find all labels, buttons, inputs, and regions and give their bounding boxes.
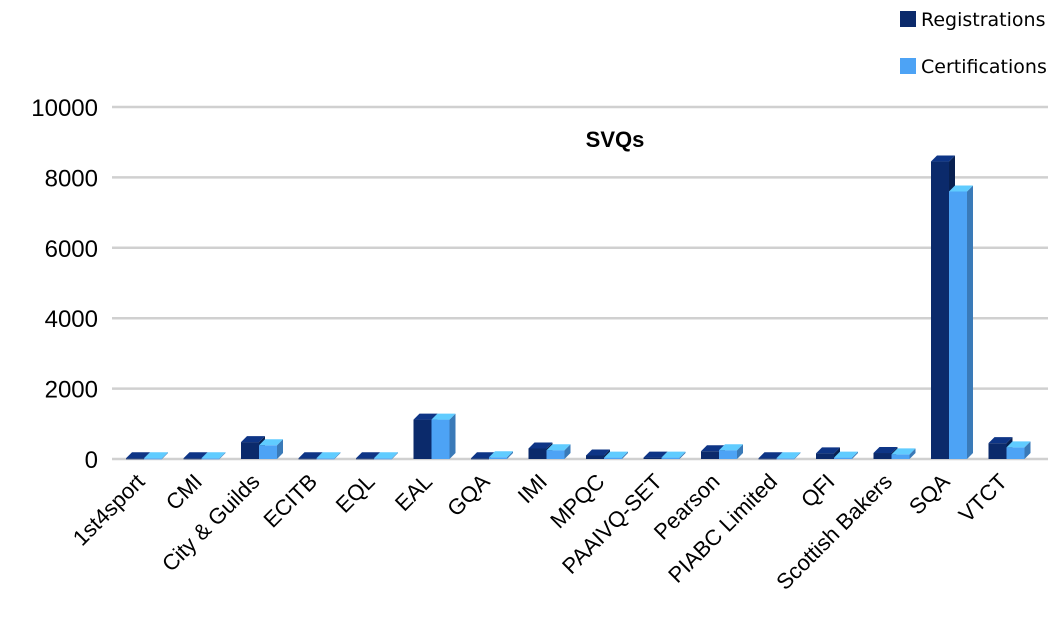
y-tick-label: 6000 bbox=[45, 236, 98, 263]
bar-front bbox=[317, 458, 335, 459]
x-category-label: GQA bbox=[442, 469, 494, 521]
x-category-label: CMI bbox=[161, 469, 207, 515]
bar-front bbox=[529, 448, 547, 459]
bar-side bbox=[967, 185, 973, 459]
bar-certifications bbox=[1007, 441, 1031, 459]
legend: Registrations Certifications bbox=[900, 9, 1047, 78]
bar-front bbox=[662, 458, 680, 459]
x-category-label: VTCT bbox=[954, 469, 1012, 527]
legend-label: Registrations bbox=[921, 9, 1045, 31]
y-tick-label: 0 bbox=[85, 447, 98, 474]
bar-front bbox=[374, 458, 392, 459]
bar-front bbox=[259, 445, 277, 459]
x-category-label: 1st4sport bbox=[68, 469, 150, 551]
bar-front bbox=[759, 458, 777, 459]
bar-side bbox=[450, 414, 456, 459]
x-category-label: ECITB bbox=[259, 469, 322, 532]
bar-front bbox=[989, 443, 1007, 459]
x-category-label: SQA bbox=[904, 469, 955, 520]
bar-front bbox=[356, 458, 374, 459]
legend-swatch bbox=[900, 11, 916, 27]
y-tick-label: 2000 bbox=[45, 377, 98, 404]
y-tick-label: 8000 bbox=[45, 165, 98, 192]
bar-front bbox=[202, 458, 220, 459]
bar-front bbox=[816, 453, 834, 459]
legend-label: Certifications bbox=[921, 56, 1047, 78]
bar-front bbox=[184, 458, 202, 459]
x-category-label: QFI bbox=[796, 469, 840, 513]
bar-front bbox=[1007, 447, 1025, 459]
y-tick-label: 10000 bbox=[31, 95, 98, 122]
bar-front bbox=[489, 457, 507, 459]
bar-front bbox=[414, 420, 432, 459]
y-tick-label: 4000 bbox=[45, 306, 98, 333]
x-category-label: EAL bbox=[390, 469, 437, 516]
bar-front bbox=[604, 458, 622, 459]
bar-front bbox=[432, 420, 450, 459]
bar-front bbox=[874, 453, 892, 459]
bar-certifications bbox=[432, 414, 456, 459]
bar-front bbox=[144, 458, 162, 459]
bar-certifications bbox=[949, 185, 973, 459]
x-category-label: IMI bbox=[513, 469, 552, 508]
bars bbox=[126, 156, 1031, 460]
bar-front bbox=[471, 458, 489, 459]
chart-title: SVQs bbox=[586, 127, 645, 152]
bar-front bbox=[547, 450, 565, 459]
y-axis-ticks: 0 2000 4000 6000 8000 10000 bbox=[31, 95, 98, 474]
bar-front bbox=[241, 442, 259, 459]
bar-front bbox=[949, 191, 967, 459]
legend-swatch bbox=[900, 58, 916, 74]
bar-front bbox=[701, 451, 719, 459]
bar-front bbox=[299, 458, 317, 459]
bar-front bbox=[931, 162, 949, 459]
bar-front bbox=[892, 454, 910, 459]
bar-front bbox=[644, 458, 662, 459]
bar-front bbox=[777, 458, 795, 459]
bar-front bbox=[834, 458, 852, 459]
gridlines bbox=[112, 107, 1048, 459]
x-category-label: EQL bbox=[331, 469, 380, 518]
bar-front bbox=[586, 455, 604, 459]
bar-front bbox=[719, 450, 737, 459]
bar-certifications bbox=[259, 439, 283, 459]
bar-front bbox=[126, 458, 144, 459]
